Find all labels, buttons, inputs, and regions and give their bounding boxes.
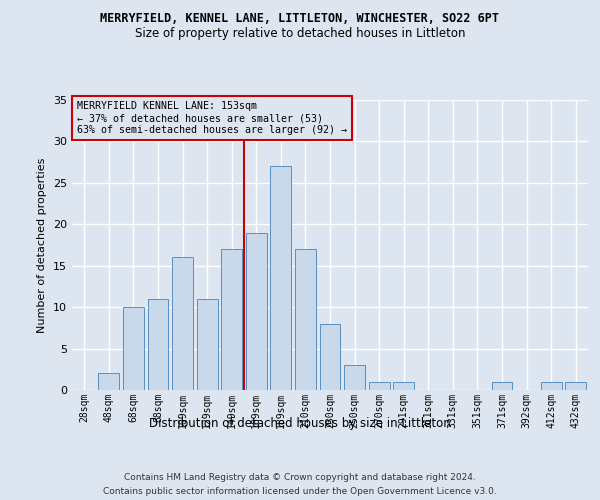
Bar bbox=[320, 324, 340, 390]
Bar bbox=[246, 232, 267, 390]
Bar bbox=[271, 166, 292, 390]
Text: Contains public sector information licensed under the Open Government Licence v3: Contains public sector information licen… bbox=[103, 488, 497, 496]
Bar bbox=[565, 382, 586, 390]
Text: Size of property relative to detached houses in Littleton: Size of property relative to detached ho… bbox=[135, 28, 465, 40]
Bar bbox=[172, 258, 193, 390]
Bar bbox=[295, 249, 316, 390]
Text: MERRYFIELD KENNEL LANE: 153sqm
← 37% of detached houses are smaller (53)
63% of : MERRYFIELD KENNEL LANE: 153sqm ← 37% of … bbox=[77, 102, 347, 134]
Bar bbox=[541, 382, 562, 390]
Bar bbox=[344, 365, 365, 390]
Bar bbox=[368, 382, 389, 390]
Text: Distribution of detached houses by size in Littleton: Distribution of detached houses by size … bbox=[149, 418, 451, 430]
Text: MERRYFIELD, KENNEL LANE, LITTLETON, WINCHESTER, SO22 6PT: MERRYFIELD, KENNEL LANE, LITTLETON, WINC… bbox=[101, 12, 499, 26]
Bar bbox=[491, 382, 512, 390]
Bar bbox=[123, 307, 144, 390]
Bar bbox=[148, 299, 169, 390]
Bar bbox=[98, 374, 119, 390]
Bar bbox=[221, 249, 242, 390]
Text: Contains HM Land Registry data © Crown copyright and database right 2024.: Contains HM Land Registry data © Crown c… bbox=[124, 472, 476, 482]
Bar bbox=[393, 382, 414, 390]
Bar bbox=[197, 299, 218, 390]
Y-axis label: Number of detached properties: Number of detached properties bbox=[37, 158, 47, 332]
